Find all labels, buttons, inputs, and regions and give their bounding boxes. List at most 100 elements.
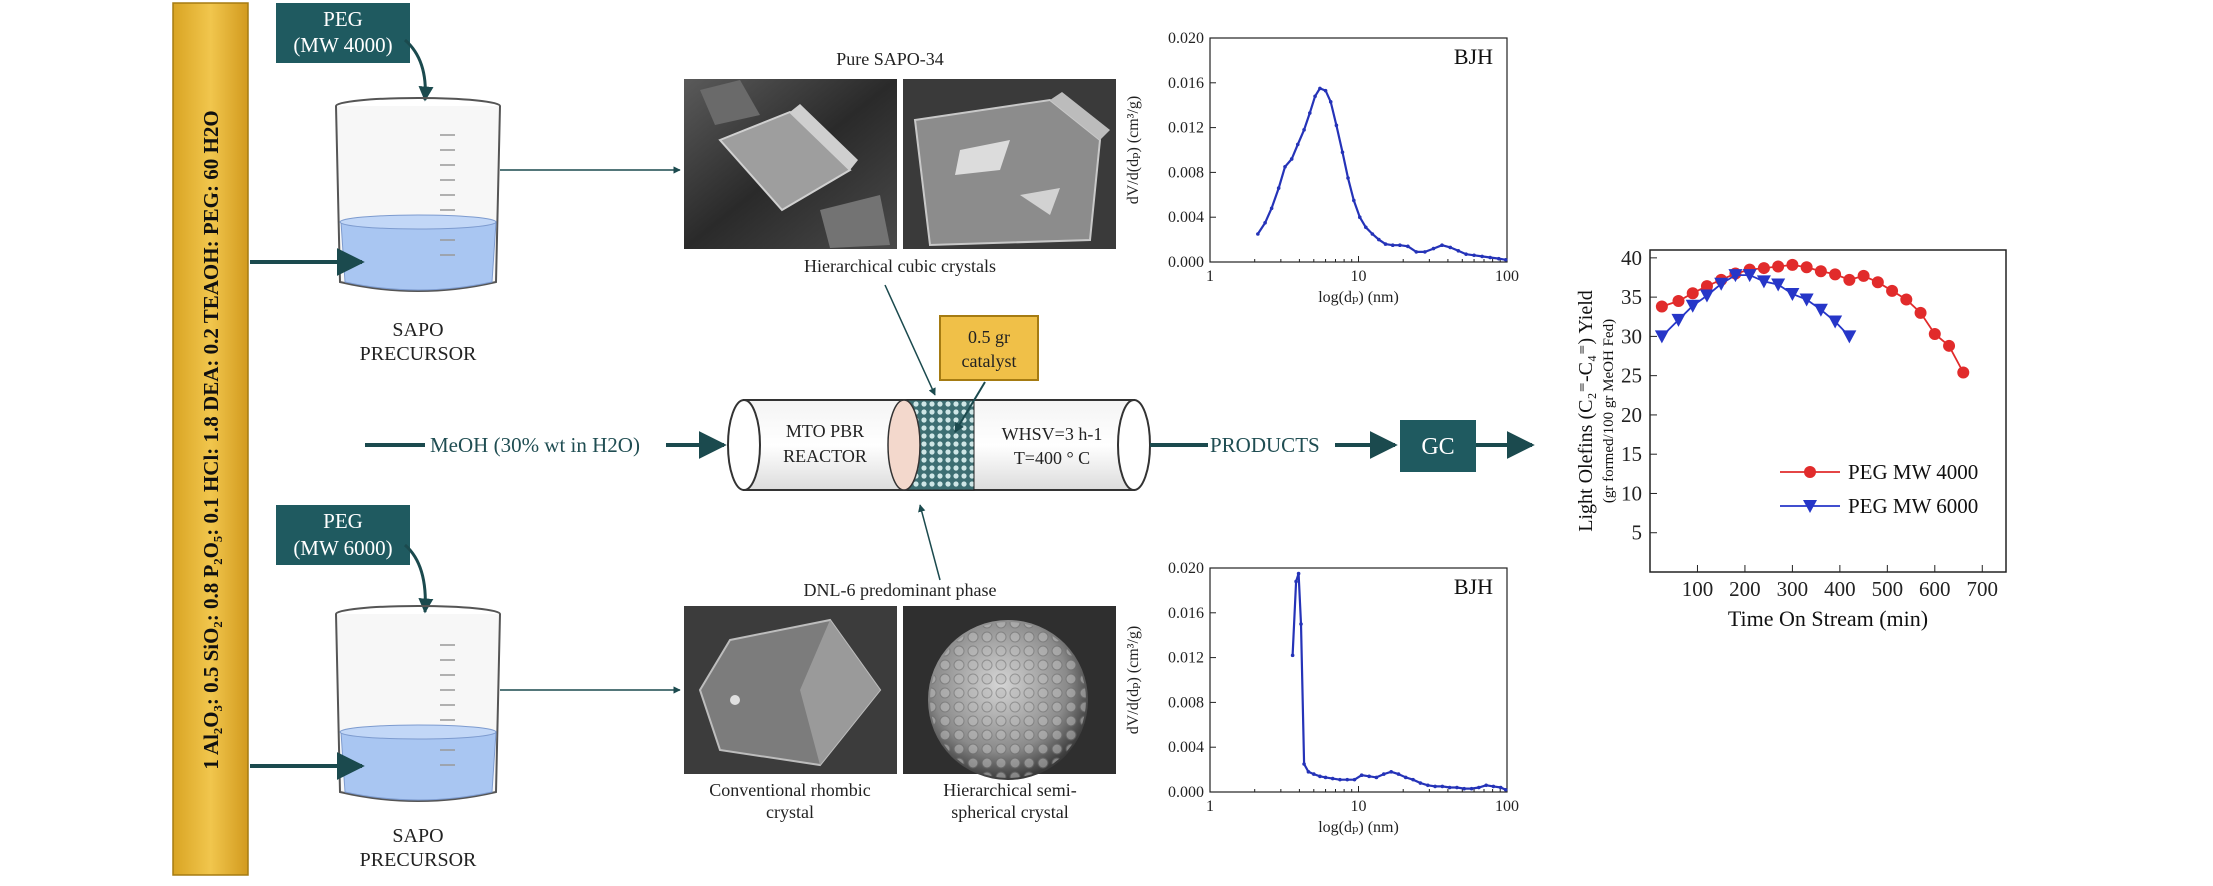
plot-frame <box>1209 567 1508 793</box>
series-point <box>1654 330 1669 344</box>
series-point <box>1440 243 1444 247</box>
y-tick-label: 10 <box>1621 481 1642 505</box>
beaker-top <box>335 97 501 292</box>
series-point <box>1671 313 1686 327</box>
peg-top-line1: PEG <box>323 7 363 31</box>
series-point <box>1295 142 1300 147</box>
x-tick-label: 10 <box>1351 268 1367 285</box>
series-point <box>1785 287 1800 301</box>
catalyst-line2: catalyst <box>962 351 1017 371</box>
series-point <box>1829 268 1842 281</box>
images-bottom-caption-left: Conventional rhombic crystal <box>709 780 870 822</box>
y-tick-label: 40 <box>1621 246 1642 270</box>
series-point <box>1302 762 1306 766</box>
products-label: PRODUCTS <box>1210 433 1320 457</box>
series-point <box>1374 775 1379 780</box>
y-tick-label: 0.016 <box>1168 75 1204 92</box>
y-tick-label: 30 <box>1621 324 1642 348</box>
peg-bottom-line2: (MW 6000) <box>293 536 392 560</box>
series-point <box>1289 157 1294 161</box>
series-point <box>1700 280 1713 293</box>
series-point <box>1414 250 1419 254</box>
caption-line: Conventional rhombic <box>709 780 870 800</box>
series-point <box>1357 215 1362 219</box>
series-point <box>1296 571 1301 576</box>
series-point <box>1328 100 1333 104</box>
chart-title: BJH <box>1454 44 1493 69</box>
series-point <box>1423 250 1427 254</box>
sem-image-top-left <box>684 79 897 249</box>
precursor-bottom-line1: SAPO <box>392 825 443 847</box>
series-line <box>1256 87 1506 261</box>
catalyst-line1: 0.5 gr <box>968 327 1010 347</box>
series-point <box>1396 772 1401 776</box>
series-point <box>1352 198 1356 203</box>
series-point <box>1318 86 1322 91</box>
series-point <box>1655 300 1668 313</box>
series-point <box>1313 94 1317 99</box>
series-point <box>1686 287 1699 300</box>
peg-box-bottom: PEG (MW 6000) <box>276 505 434 614</box>
sem-image-bottom-left <box>684 606 897 774</box>
reactor: MTO PBR REACTOR WHSV=3 h-1 T=400 ° C <box>727 399 1151 491</box>
series-point <box>1503 787 1508 792</box>
y-tick-label: 5 <box>1632 521 1643 545</box>
y-axis-label: dV/d(dₚ) (cm³/g) <box>1125 96 1142 205</box>
series-point <box>1290 653 1295 658</box>
series-point <box>1462 786 1467 791</box>
series-point <box>1330 776 1335 781</box>
y-tick-label: 0.008 <box>1168 164 1204 181</box>
series-point <box>1364 225 1368 230</box>
x-tick-label: 100 <box>1682 577 1714 601</box>
images-bottom-caption-right: Hierarchical semi-spherical crystal <box>943 780 1076 822</box>
series-point <box>1813 303 1828 317</box>
series-point <box>1842 330 1857 344</box>
peg-box-top: PEG (MW 4000) <box>276 3 434 102</box>
series-point <box>1411 777 1415 782</box>
series-point <box>1367 774 1371 779</box>
series-point <box>1352 777 1357 782</box>
y-tick-label: 0.016 <box>1168 605 1204 622</box>
series-point <box>1263 221 1267 225</box>
x-tick-label: 600 <box>1919 577 1951 601</box>
catalyst-box: 0.5 gr catalyst <box>939 315 1039 433</box>
x-tick-label: 500 <box>1872 577 1904 601</box>
series-point <box>1498 785 1503 790</box>
series-point <box>1488 255 1492 260</box>
series-point <box>1886 284 1899 297</box>
series-point <box>1843 273 1856 286</box>
series-line <box>1661 263 1965 373</box>
series-point <box>1757 262 1770 275</box>
legend-marker <box>1804 466 1816 478</box>
reactor-cond1: WHSV=3 h-1 <box>1002 424 1103 444</box>
series-point <box>1772 260 1785 273</box>
series-point <box>1503 257 1508 262</box>
y-tick-label: 0.020 <box>1168 560 1204 577</box>
y-axis-label: dV/d(dₚ) (cm³/g) <box>1125 626 1142 735</box>
x-tick-label: 1 <box>1206 268 1214 285</box>
series-point <box>1496 256 1501 261</box>
series-point <box>1256 232 1260 236</box>
y-tick-label: 0.012 <box>1168 120 1204 137</box>
series-point <box>1389 770 1393 774</box>
series-point <box>1786 258 1799 271</box>
series-point <box>1377 237 1381 242</box>
series-point <box>1346 176 1350 180</box>
series-point <box>1370 232 1375 236</box>
images-top-title: Pure SAPO-34 <box>836 49 944 69</box>
series-point <box>1334 123 1339 128</box>
series-point <box>1283 165 1287 169</box>
series-point <box>1447 785 1452 790</box>
series-point <box>1699 289 1714 303</box>
series-point <box>1469 786 1474 791</box>
series-point <box>1406 244 1410 249</box>
y-tick-label: 0.000 <box>1168 254 1204 271</box>
series-point <box>1311 772 1316 776</box>
y-tick-label: 0.004 <box>1168 209 1204 226</box>
x-tick-label: 1 <box>1206 798 1214 815</box>
y-tick-label: 0.012 <box>1168 650 1204 667</box>
series-point <box>1800 261 1813 274</box>
legend-marker <box>1803 500 1817 513</box>
series-point <box>1308 111 1312 115</box>
